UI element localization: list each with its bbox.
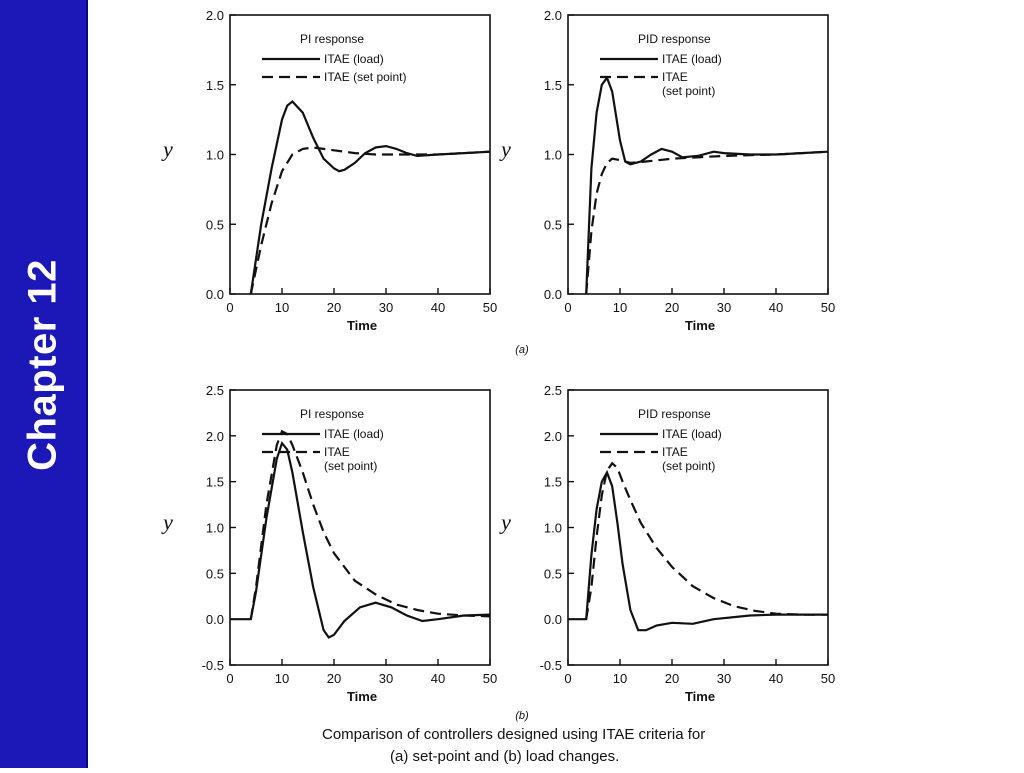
x-axis-label: Time — [685, 689, 715, 704]
y-tick-label: 2.0 — [544, 8, 562, 23]
legend-title: PI response — [300, 407, 364, 421]
legend-entry-line: ITAE — [324, 445, 350, 459]
figure: 0 10 20 30 40 50 0.0 0.5 1.0 1.5 2.0 Time y PI respon… — [150, 0, 870, 768]
x-tick-label: 40 — [431, 300, 445, 315]
x-tick-label: 40 — [769, 671, 783, 686]
figure-caption-line1: Comparison of controllers designed using… — [322, 726, 705, 743]
sidebar: Chapter 12 — [0, 0, 88, 768]
y-tick-label: 1.5 — [206, 475, 224, 490]
legend-entry: ITAE (load) — [662, 52, 722, 66]
x-tick-label: 0 — [564, 671, 571, 686]
legend-entry-line: (set point) — [662, 84, 715, 98]
legend-entry-line: ITAE — [662, 445, 688, 459]
x-tick-label: 10 — [613, 300, 627, 315]
legend-entry-line: (set point) — [662, 459, 715, 473]
legend-entry: ITAE (load) — [662, 427, 722, 441]
x-tick-label: 40 — [769, 300, 783, 315]
legend-entry-line: ITAE (load) — [662, 427, 722, 441]
legend-entry: ITAE (load) — [324, 52, 384, 66]
y-tick-label: 0.0 — [544, 287, 562, 302]
legend-entry-line: ITAE (load) — [324, 52, 384, 66]
y-tick-label: 1.0 — [206, 148, 224, 163]
y-tick-label: -0.5 — [540, 658, 562, 673]
y-axis-label: y — [161, 137, 173, 162]
y-tick-label: 0.0 — [544, 612, 562, 627]
series-line-load — [249, 99, 491, 295]
x-tick-label: 20 — [665, 671, 679, 686]
legend-title: PID response — [638, 32, 711, 46]
x-tick-label: 20 — [327, 671, 341, 686]
x-tick-label: 30 — [379, 671, 393, 686]
y-tick-label: 1.5 — [544, 475, 562, 490]
legend-title: PID response — [638, 407, 711, 421]
legend-title: PI response — [300, 32, 364, 46]
y-tick-label: 1.0 — [206, 521, 224, 536]
series-line-load — [230, 440, 491, 639]
chart-panel-1: 0 10 20 30 40 50 0.0 0.5 1.0 1.5 2.0 Time y PI respon… — [161, 8, 497, 333]
y-tick-label: 2.5 — [206, 383, 224, 398]
y-tick-label: 1.0 — [544, 148, 562, 163]
legend-entry-line: ITAE (set point) — [324, 70, 406, 84]
x-axis-label: Time — [685, 318, 715, 333]
y-tick-label: 0.5 — [206, 566, 224, 581]
y-axis-label: y — [161, 510, 173, 535]
series-line-set-point — [585, 150, 829, 295]
y-tick-label: 0.0 — [206, 612, 224, 627]
chapter-title: Chapter 12 — [20, 259, 65, 471]
section-tag-a: (a) — [515, 344, 529, 356]
x-tick-label: 30 — [379, 300, 393, 315]
figure-svg: 0 10 20 30 40 50 0.0 0.5 1.0 1.5 2.0 Time y PI respon… — [161, 8, 835, 765]
x-tick-label: 0 — [226, 300, 233, 315]
x-tick-label: 30 — [717, 671, 731, 686]
x-tick-label: 20 — [665, 300, 679, 315]
x-tick-label: 40 — [431, 671, 445, 686]
x-axis-label: Time — [347, 318, 377, 333]
series-line-set-point — [585, 461, 828, 620]
x-tick-label: 30 — [717, 300, 731, 315]
y-tick-label: 0.0 — [206, 287, 224, 302]
y-tick-label: 1.5 — [544, 78, 562, 93]
y-tick-label: 2.0 — [206, 8, 224, 23]
x-tick-label: 50 — [483, 671, 497, 686]
y-tick-label: 2.0 — [206, 429, 224, 444]
legend-entry: ITAE (set point) — [662, 70, 715, 98]
legend-entry: ITAE (set point) — [662, 445, 715, 473]
figure-caption-line2: (a) set-point and (b) load changes. — [390, 748, 619, 765]
y-tick-label: 0.5 — [544, 566, 562, 581]
x-tick-label: 10 — [613, 671, 627, 686]
section-tag-b: (b) — [515, 710, 529, 722]
legend-entry: ITAE (set point) — [324, 445, 377, 473]
x-axis-label: Time — [347, 689, 377, 704]
chart-panel-4: 0 10 20 30 40 50 -0.5 0.0 0.5 1.0 1.5 2.0 2.5 Time y PI… — [499, 383, 835, 704]
y-tick-label: 0.5 — [206, 217, 224, 232]
legend-entry: ITAE (load) — [324, 427, 384, 441]
series-line-set-point — [249, 429, 491, 620]
y-tick-label: -0.5 — [202, 658, 224, 673]
x-tick-label: 50 — [821, 300, 835, 315]
x-tick-label: 10 — [275, 300, 289, 315]
series-line-set-point — [249, 146, 491, 295]
legend-entry-line: (set point) — [324, 459, 377, 473]
legend-entry-line: ITAE (load) — [324, 427, 384, 441]
y-tick-label: 0.5 — [544, 217, 562, 232]
chart-panel-2: 0 10 20 30 40 50 0.0 0.5 1.0 1.5 2.0 Time y PID respo… — [499, 8, 835, 333]
x-tick-label: 10 — [275, 671, 289, 686]
legend-entry: ITAE (set point) — [324, 70, 406, 84]
series-line-load — [585, 75, 829, 295]
x-tick-label: 50 — [483, 300, 497, 315]
x-tick-label: 50 — [821, 671, 835, 686]
x-tick-label: 0 — [226, 671, 233, 686]
x-tick-label: 0 — [564, 300, 571, 315]
y-tick-label: 1.0 — [544, 521, 562, 536]
legend-entry-line: ITAE — [662, 70, 688, 84]
x-tick-label: 20 — [327, 300, 341, 315]
series-line-load — [568, 469, 828, 632]
y-axis-label: y — [499, 510, 511, 535]
chart-panel-3: 0 10 20 30 40 50 -0.5 0.0 0.5 1.0 1.5 2.0 2.5 Time y PI… — [161, 383, 497, 704]
y-tick-label: 2.0 — [544, 429, 562, 444]
y-tick-label: 2.5 — [544, 383, 562, 398]
legend-entry-line: ITAE (load) — [662, 52, 722, 66]
y-axis-label: y — [499, 137, 511, 162]
y-tick-label: 1.5 — [206, 78, 224, 93]
